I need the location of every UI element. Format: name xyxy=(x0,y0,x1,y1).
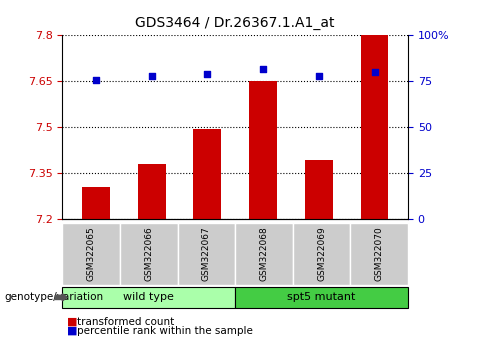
Text: GSM322067: GSM322067 xyxy=(202,227,211,281)
Point xyxy=(148,73,156,79)
Bar xyxy=(249,81,277,219)
Bar xyxy=(82,187,110,219)
Text: genotype/variation: genotype/variation xyxy=(5,292,104,302)
Bar xyxy=(305,160,333,219)
Point xyxy=(315,73,323,79)
Text: transformed count: transformed count xyxy=(77,317,174,327)
Bar xyxy=(193,129,221,219)
Text: spt5 mutant: spt5 mutant xyxy=(288,292,356,302)
Text: GSM322069: GSM322069 xyxy=(317,227,326,281)
Bar xyxy=(360,35,388,219)
Bar xyxy=(138,164,166,219)
Text: percentile rank within the sample: percentile rank within the sample xyxy=(77,326,252,336)
Text: GSM322070: GSM322070 xyxy=(375,227,384,281)
Text: ■: ■ xyxy=(67,326,78,336)
Text: GSM322068: GSM322068 xyxy=(260,227,268,281)
Point xyxy=(92,77,100,82)
Point xyxy=(259,66,267,72)
Point xyxy=(204,71,211,77)
Title: GDS3464 / Dr.26367.1.A1_at: GDS3464 / Dr.26367.1.A1_at xyxy=(135,16,335,30)
Text: ■: ■ xyxy=(67,317,78,327)
Point xyxy=(371,69,378,75)
Text: wild type: wild type xyxy=(123,292,174,302)
Text: GSM322065: GSM322065 xyxy=(87,227,96,281)
Text: GSM322066: GSM322066 xyxy=(144,227,153,281)
